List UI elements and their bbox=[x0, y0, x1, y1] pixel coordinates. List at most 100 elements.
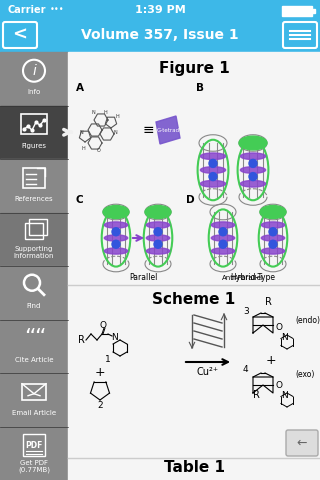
Text: Email Article: Email Article bbox=[12, 410, 56, 416]
Text: Figures: Figures bbox=[21, 143, 46, 149]
Ellipse shape bbox=[239, 136, 267, 150]
Ellipse shape bbox=[260, 205, 286, 218]
Point bbox=[21, 125, 27, 133]
Ellipse shape bbox=[261, 248, 285, 254]
Bar bbox=[0, 266, 68, 320]
Text: N: N bbox=[111, 333, 117, 341]
Ellipse shape bbox=[240, 167, 266, 173]
Text: Hybrid-Type: Hybrid-Type bbox=[230, 274, 276, 283]
Text: N: N bbox=[113, 130, 117, 134]
Text: Anti-Parallel: Anti-Parallel bbox=[222, 275, 264, 281]
Text: 1:39 PM: 1:39 PM bbox=[135, 5, 185, 15]
Text: Figure 1: Figure 1 bbox=[159, 60, 229, 75]
Text: N: N bbox=[281, 334, 288, 343]
Text: R: R bbox=[265, 297, 272, 307]
Ellipse shape bbox=[104, 222, 128, 228]
Point bbox=[37, 121, 43, 129]
Bar bbox=[282, 6, 312, 16]
Text: Find: Find bbox=[27, 303, 41, 309]
Text: N: N bbox=[91, 109, 95, 115]
Text: R: R bbox=[78, 335, 85, 345]
Circle shape bbox=[154, 228, 162, 236]
Ellipse shape bbox=[211, 248, 235, 254]
Text: •••: ••• bbox=[50, 5, 65, 14]
Text: References: References bbox=[15, 196, 53, 202]
Text: (exo): (exo) bbox=[295, 371, 314, 380]
Text: H: H bbox=[103, 109, 107, 115]
Text: B: B bbox=[196, 83, 204, 93]
Text: Supporting
Information: Supporting Information bbox=[14, 246, 54, 259]
Ellipse shape bbox=[200, 167, 226, 173]
Circle shape bbox=[209, 173, 217, 180]
Text: A: A bbox=[76, 83, 84, 93]
Bar bbox=[0, 373, 68, 427]
Bar bbox=[22, 384, 46, 400]
Text: Scheme 1: Scheme 1 bbox=[152, 292, 236, 308]
Text: Cu²⁺: Cu²⁺ bbox=[197, 367, 219, 377]
Text: C: C bbox=[76, 195, 84, 205]
Ellipse shape bbox=[146, 248, 170, 254]
Text: H: H bbox=[115, 113, 119, 119]
Text: i: i bbox=[32, 64, 36, 78]
Text: Info: Info bbox=[28, 89, 41, 95]
Text: Parallel: Parallel bbox=[129, 274, 157, 283]
Text: R: R bbox=[253, 390, 260, 400]
Point bbox=[26, 122, 31, 130]
Point bbox=[42, 116, 47, 124]
Bar bbox=[0, 213, 68, 266]
Text: O: O bbox=[275, 381, 282, 389]
Bar bbox=[68, 52, 320, 480]
Text: N: N bbox=[281, 391, 288, 399]
Bar bbox=[0, 20, 320, 52]
Ellipse shape bbox=[104, 235, 128, 241]
Ellipse shape bbox=[240, 180, 266, 187]
FancyBboxPatch shape bbox=[286, 430, 318, 456]
Ellipse shape bbox=[261, 235, 285, 241]
Text: ≡: ≡ bbox=[142, 123, 154, 137]
Text: 3: 3 bbox=[243, 308, 249, 316]
Circle shape bbox=[112, 240, 120, 248]
Point bbox=[29, 126, 35, 134]
Text: H: H bbox=[81, 145, 85, 151]
Bar bbox=[0, 0, 320, 20]
Text: Table 1: Table 1 bbox=[164, 460, 225, 476]
Ellipse shape bbox=[211, 222, 235, 228]
Text: <: < bbox=[12, 26, 28, 44]
Circle shape bbox=[112, 228, 120, 236]
Circle shape bbox=[154, 240, 162, 248]
Circle shape bbox=[219, 240, 227, 248]
Text: 4: 4 bbox=[243, 365, 249, 374]
Circle shape bbox=[269, 240, 277, 248]
Text: 1: 1 bbox=[105, 356, 111, 364]
Ellipse shape bbox=[104, 248, 128, 254]
Text: O: O bbox=[100, 321, 107, 329]
Bar bbox=[312, 9, 315, 13]
Circle shape bbox=[209, 159, 217, 168]
Circle shape bbox=[269, 228, 277, 236]
Bar bbox=[25, 223, 43, 239]
Ellipse shape bbox=[146, 222, 170, 228]
Ellipse shape bbox=[211, 235, 235, 241]
Text: PDF: PDF bbox=[25, 441, 43, 450]
Text: O: O bbox=[97, 147, 101, 153]
Text: (endo): (endo) bbox=[295, 315, 320, 324]
Bar bbox=[0, 52, 68, 106]
Ellipse shape bbox=[200, 153, 226, 159]
Text: ←: ← bbox=[297, 436, 307, 449]
Polygon shape bbox=[156, 116, 180, 144]
Circle shape bbox=[249, 159, 257, 168]
Text: 2: 2 bbox=[97, 400, 103, 409]
Text: Volume 357, Issue 1: Volume 357, Issue 1 bbox=[81, 28, 239, 42]
Text: Cite Article: Cite Article bbox=[15, 357, 53, 362]
Bar bbox=[23, 168, 45, 188]
Ellipse shape bbox=[103, 205, 129, 218]
Text: O: O bbox=[275, 324, 282, 333]
Text: +: + bbox=[266, 353, 276, 367]
Circle shape bbox=[249, 173, 257, 180]
Ellipse shape bbox=[261, 222, 285, 228]
Bar bbox=[0, 159, 68, 213]
Ellipse shape bbox=[240, 153, 266, 159]
Bar bbox=[0, 106, 68, 159]
Text: N: N bbox=[79, 130, 83, 134]
Text: “: “ bbox=[34, 328, 46, 348]
